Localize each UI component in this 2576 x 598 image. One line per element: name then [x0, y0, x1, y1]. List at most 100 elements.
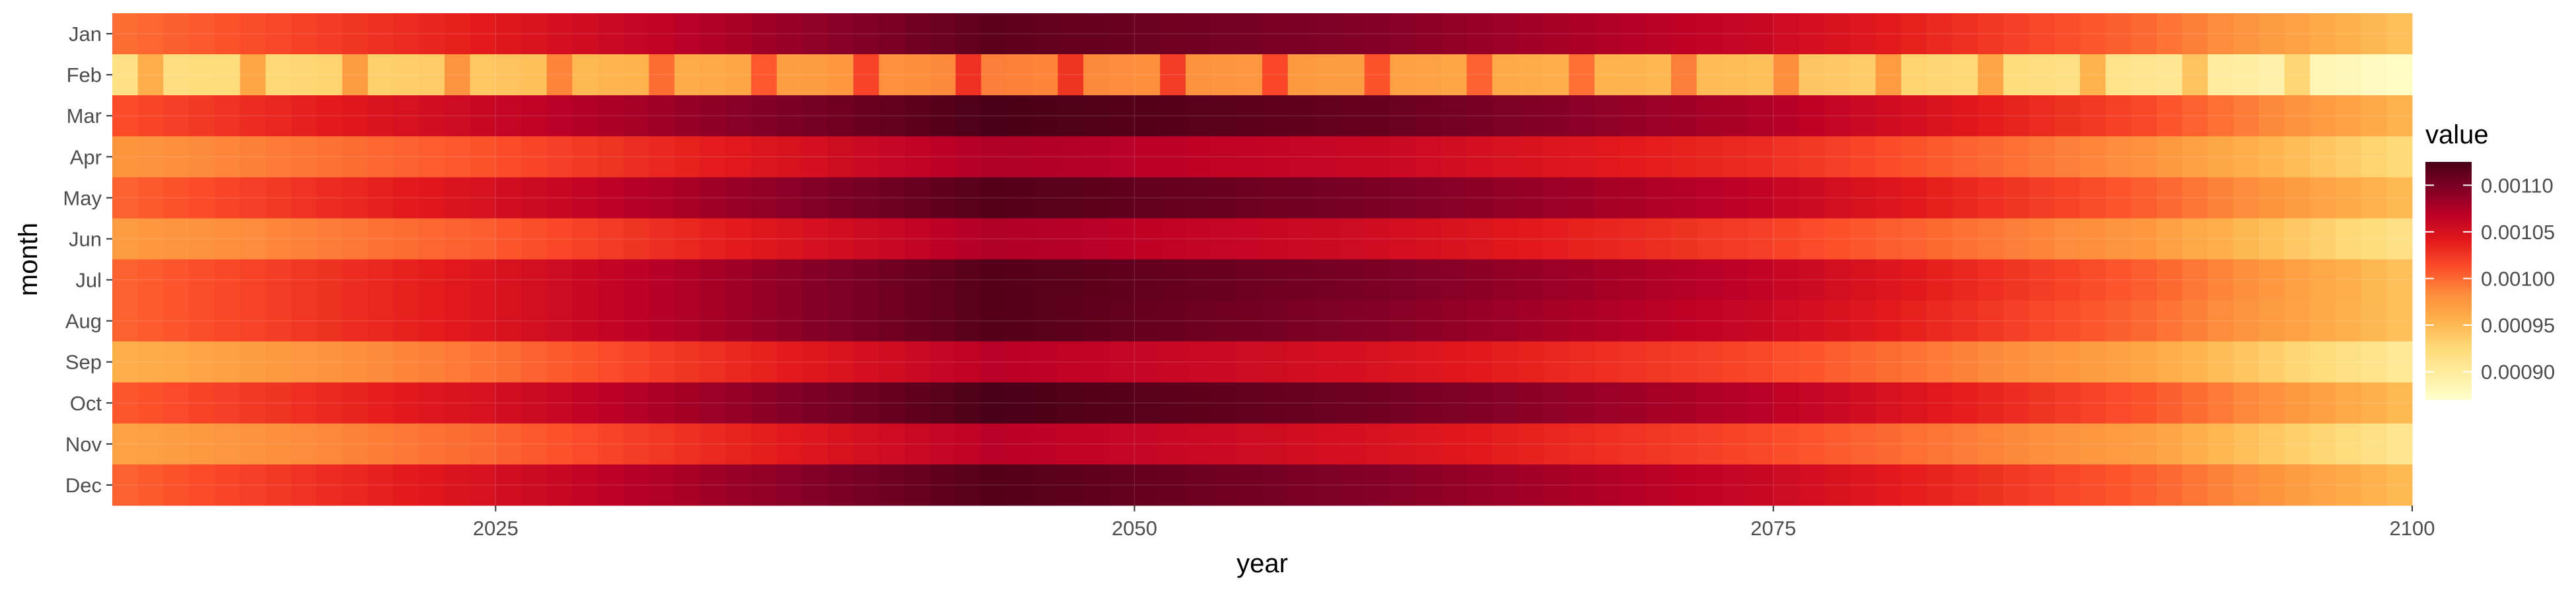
heatmap-cell — [2361, 341, 2387, 383]
heatmap-cell — [1645, 13, 1672, 55]
heatmap-cell — [495, 382, 522, 424]
heatmap-cell — [1696, 177, 1723, 219]
heatmap-cell — [2080, 259, 2106, 301]
heatmap-cell — [214, 464, 241, 506]
grid-lines — [112, 13, 2413, 505]
heatmap-cell — [2361, 136, 2387, 178]
heatmap-cell — [1901, 423, 1927, 465]
heatmap-cell — [1824, 300, 1851, 342]
heatmap-cell — [1287, 382, 1314, 424]
heatmap-cell — [1287, 341, 1314, 383]
heatmap-cell — [853, 423, 880, 465]
heatmap-cell — [189, 13, 215, 55]
legend-label: 0.00105 — [2481, 221, 2555, 244]
heatmap-cell — [2284, 341, 2310, 383]
heatmap-cell — [930, 464, 956, 506]
heatmap-cell — [1364, 259, 1391, 301]
heatmap-cell — [2003, 136, 2030, 178]
heatmap-cell — [137, 54, 164, 96]
heatmap-cell — [1466, 300, 1493, 342]
heatmap-cell — [955, 464, 982, 506]
heatmap-cell — [1134, 300, 1161, 342]
heatmap-cell — [1952, 259, 1978, 301]
heatmap-cell — [1773, 13, 1800, 55]
heatmap-cell — [2258, 177, 2285, 219]
heatmap-cell — [2054, 382, 2081, 424]
heatmap-cell — [1441, 341, 1468, 383]
heatmap-cell — [2207, 177, 2234, 219]
heatmap-cell — [546, 464, 573, 506]
heatmap-cell — [2028, 341, 2055, 383]
heatmap-cell — [2386, 259, 2413, 301]
heatmap-cell — [2335, 382, 2362, 424]
heatmap-cell — [1824, 464, 1851, 506]
x-axis-title: year — [1236, 549, 1288, 578]
heatmap-cell — [2386, 54, 2413, 96]
heatmap-cell — [521, 54, 548, 96]
heatmap-cell — [1799, 341, 1825, 383]
heatmap-cell — [1287, 300, 1314, 342]
heatmap-cell — [828, 464, 854, 506]
heatmap-cell — [1696, 218, 1723, 260]
heatmap-cell — [2182, 177, 2209, 219]
heatmap-cell — [1543, 464, 1569, 506]
heatmap-cell — [725, 177, 752, 219]
heatmap-cell — [1696, 136, 1723, 178]
heatmap-cell — [955, 423, 982, 465]
heatmap-cell — [1849, 464, 1877, 506]
heatmap-cell — [853, 95, 880, 137]
heatmap-cell — [623, 177, 650, 219]
heatmap-cell — [1517, 54, 1544, 96]
heatmap-cell — [495, 423, 522, 465]
heatmap-cell — [419, 382, 445, 424]
heatmap-row-feb — [112, 54, 2413, 96]
heatmap-cell — [1057, 341, 1084, 383]
heatmap-cell — [674, 423, 701, 465]
heatmap-cell — [1978, 259, 2004, 301]
heatmap-cell — [1875, 382, 1902, 424]
heatmap-cell — [802, 13, 828, 55]
heatmap-cell — [1824, 177, 1851, 219]
heatmap-cell — [1057, 423, 1084, 465]
heatmap-cell — [1032, 95, 1059, 137]
heatmap-cell — [1441, 13, 1468, 55]
heatmap-cell — [342, 341, 369, 383]
heatmap-cell — [2054, 218, 2081, 260]
heatmap-cell — [1875, 95, 1902, 137]
heatmap-cell — [1032, 136, 1059, 178]
heatmap-cell — [1671, 300, 1698, 342]
heatmap-cell — [572, 54, 598, 96]
heatmap-cell — [521, 136, 548, 178]
heatmap-cell — [1287, 464, 1314, 506]
heatmap-cell — [1543, 341, 1569, 383]
heatmap-cell — [470, 423, 496, 465]
heatmap-cell — [1007, 95, 1033, 137]
heatmap-cell — [1185, 341, 1212, 383]
heatmap-cell — [1211, 300, 1237, 342]
heatmap-cell — [1773, 300, 1800, 342]
heatmap-cell — [2028, 13, 2055, 55]
heatmap-cell — [2157, 54, 2183, 96]
heatmap-cell — [291, 95, 318, 137]
heatmap-cell — [2386, 464, 2413, 506]
heatmap-cell — [1645, 423, 1672, 465]
heatmap-cell — [2054, 341, 2081, 383]
heatmap-cell — [1057, 54, 1084, 96]
heatmap-cell — [1032, 464, 1059, 506]
heatmap-cell — [878, 13, 905, 55]
heatmap-cell — [802, 423, 828, 465]
heatmap-cell — [1824, 95, 1851, 137]
heatmap-cell — [1773, 136, 1800, 178]
heatmap-cell — [1415, 218, 1442, 260]
heatmap-cell — [1287, 218, 1314, 260]
heatmap-cell — [1594, 95, 1621, 137]
heatmap-cell — [1236, 177, 1263, 219]
heatmap-cell — [751, 341, 777, 383]
heatmap-cell — [1645, 382, 1672, 424]
heatmap-cell — [649, 95, 675, 137]
heatmap-cell — [189, 341, 215, 383]
heatmap-cell — [495, 95, 522, 137]
heatmap-cell — [240, 341, 266, 383]
heatmap-cell — [1517, 177, 1544, 219]
heatmap-cell — [1108, 177, 1135, 219]
